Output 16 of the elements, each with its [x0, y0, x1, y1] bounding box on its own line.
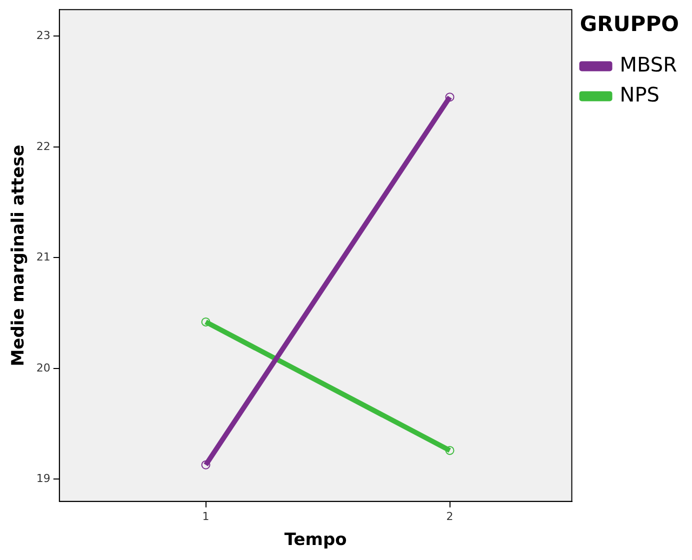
x-axis-title: Tempo [284, 530, 347, 550]
y-tick-label: 22 [36, 140, 50, 153]
y-tick-label: 23 [36, 29, 50, 42]
y-axis-title: Medie marginali attese [8, 144, 29, 366]
point [201, 317, 210, 326]
point [445, 92, 454, 102]
x-tick-label: 2 [446, 510, 454, 523]
x-tick-label: 1 [202, 510, 210, 523]
point [445, 446, 454, 455]
legend-label: MBSR [620, 52, 678, 76]
legend-title: GRUPPO [580, 12, 679, 36]
legend-label: NPS [620, 82, 660, 106]
y-tick-label: 21 [36, 250, 50, 264]
point [201, 460, 210, 470]
y-tick-label: 20 [36, 361, 50, 374]
y-tick-label: 19 [36, 472, 50, 486]
